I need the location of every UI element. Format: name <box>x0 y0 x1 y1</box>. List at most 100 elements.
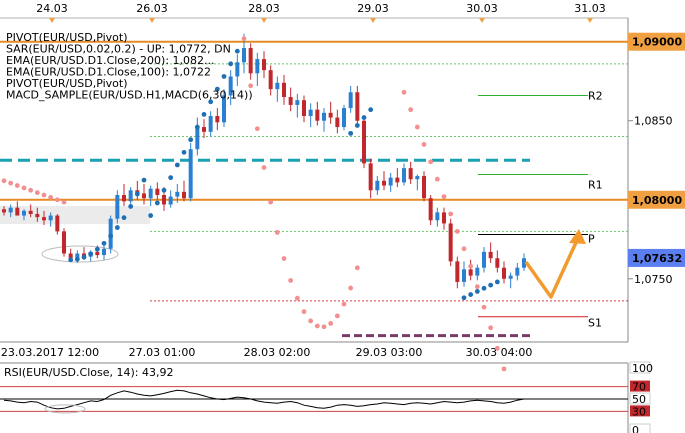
sar-dot-down <box>301 309 307 315</box>
rsi-level-label: 0 <box>632 424 639 433</box>
sar-dot-up <box>348 130 354 136</box>
candle-body <box>522 258 526 268</box>
highlight-ellipse <box>41 245 119 263</box>
candle-body <box>155 188 160 196</box>
candle-body <box>415 176 420 180</box>
sar-dot-up <box>354 123 360 128</box>
projection-path <box>524 235 581 299</box>
sar-dot-down <box>474 284 480 290</box>
sar-dot-up <box>161 187 167 193</box>
sar-dot-down <box>348 285 354 291</box>
sar-dot-up <box>188 137 194 143</box>
bottom-date-label: 29.03 03:00 <box>356 346 423 359</box>
candle-body <box>222 95 226 123</box>
sar-dot-down <box>54 197 60 203</box>
projection-arrowhead <box>569 229 586 244</box>
sar-dot-down <box>321 324 327 330</box>
candle-body <box>22 210 26 216</box>
legend-entry: PIVOT(EUR/USD,Pivot) <box>6 31 128 44</box>
sar-dot-up <box>94 246 100 252</box>
candle-body <box>428 198 433 221</box>
sar-dot-down <box>434 176 440 182</box>
bottom-date-label: 30.03 04:00 <box>466 346 533 359</box>
candle-body <box>375 180 380 191</box>
candle-body <box>402 168 406 183</box>
sar-dot-up <box>181 149 187 155</box>
candle-body <box>442 212 446 224</box>
pivot-level-label: R1 <box>588 178 603 191</box>
sar-dot-up <box>368 107 374 113</box>
rsi-level-badge <box>629 361 651 374</box>
candle-body <box>55 215 60 232</box>
sar-dot-up <box>194 124 200 130</box>
indicator-legend: PIVOT(EUR/USD,Pivot)SAR(EUR/USD,0.02,0.2… <box>6 31 253 102</box>
sar-dot-down <box>454 228 460 234</box>
candle-body <box>262 59 266 71</box>
day-marker-icon <box>149 18 155 23</box>
sar-dot-up <box>361 115 367 120</box>
rsi-level-badge <box>630 405 650 417</box>
rsi-level-badge <box>630 380 650 392</box>
candle-body <box>122 195 126 202</box>
candle-body <box>475 267 480 276</box>
price-badge-label: 1,07632 <box>632 252 682 265</box>
candle-body <box>462 269 466 282</box>
sar-dot-down <box>401 89 407 95</box>
candle-body <box>235 62 240 77</box>
sar-dot-down <box>28 187 34 193</box>
sar-dot-down <box>8 180 14 186</box>
sar-dot-down <box>428 159 434 165</box>
candle-body <box>455 261 460 282</box>
candle-body <box>195 127 200 150</box>
candle-body <box>355 92 360 121</box>
sar-dot-down <box>294 295 300 301</box>
pivot-level-label: P <box>588 233 595 246</box>
sar-dot-up <box>134 191 140 197</box>
candle-body <box>48 215 53 221</box>
sar-indicator <box>1 36 507 372</box>
candle-body <box>348 92 353 109</box>
candle-body <box>308 109 313 116</box>
price-badge-label: 1,09000 <box>632 36 682 49</box>
price-badge <box>628 248 685 267</box>
pivot-labels: R2 R1 P S1 <box>588 89 603 329</box>
sar-dot-down <box>61 199 67 205</box>
candle-body <box>215 115 220 123</box>
candle-body <box>268 70 273 90</box>
top-date-label: 31.03 <box>574 2 606 15</box>
sar-dot-up <box>208 99 214 105</box>
candle-body <box>102 248 106 256</box>
bottom-date-axis: 23.03.2017 12:00 27.03 01:00 28.03 02:00 29… <box>1 346 532 359</box>
candle-body <box>42 217 46 221</box>
sar-dot-up <box>74 256 80 262</box>
price-badges: 1,09000 1,08000 1,07632 <box>628 32 685 267</box>
rsi-level-label: 70 <box>632 381 646 394</box>
candle-body <box>208 115 213 132</box>
candle-body <box>295 100 300 105</box>
sar-dot-up <box>88 251 94 257</box>
candle-body <box>28 210 33 214</box>
sar-dot-down <box>468 263 474 269</box>
candle-body <box>188 149 193 199</box>
bottom-date-label: 23.03.2017 12:00 <box>1 346 99 359</box>
candle-body <box>368 163 373 191</box>
sar-dot-down <box>14 183 20 188</box>
candle-body <box>422 176 426 199</box>
rsi-line <box>3 389 525 410</box>
sar-dot-up <box>108 233 114 239</box>
legend-entry: PIVOT(EUR/USD,Pivot) <box>6 77 128 90</box>
sar-dot-up <box>221 74 227 79</box>
sar-dot-down <box>481 304 487 310</box>
sar-dot-up <box>101 240 107 246</box>
rsi-level-label: 30 <box>632 405 646 418</box>
sar-dot-down <box>421 142 427 147</box>
day-marker-icon <box>370 18 376 23</box>
sar-dot-up <box>148 213 154 218</box>
candle-body <box>495 258 500 268</box>
candle-body <box>488 251 493 259</box>
sar-dot-down <box>341 301 347 307</box>
sar-dot-up <box>481 285 487 291</box>
sar-dot-down <box>494 345 500 351</box>
rsi-highlight-ellipse <box>44 404 86 414</box>
price-badge-label: 1,08000 <box>632 194 682 207</box>
